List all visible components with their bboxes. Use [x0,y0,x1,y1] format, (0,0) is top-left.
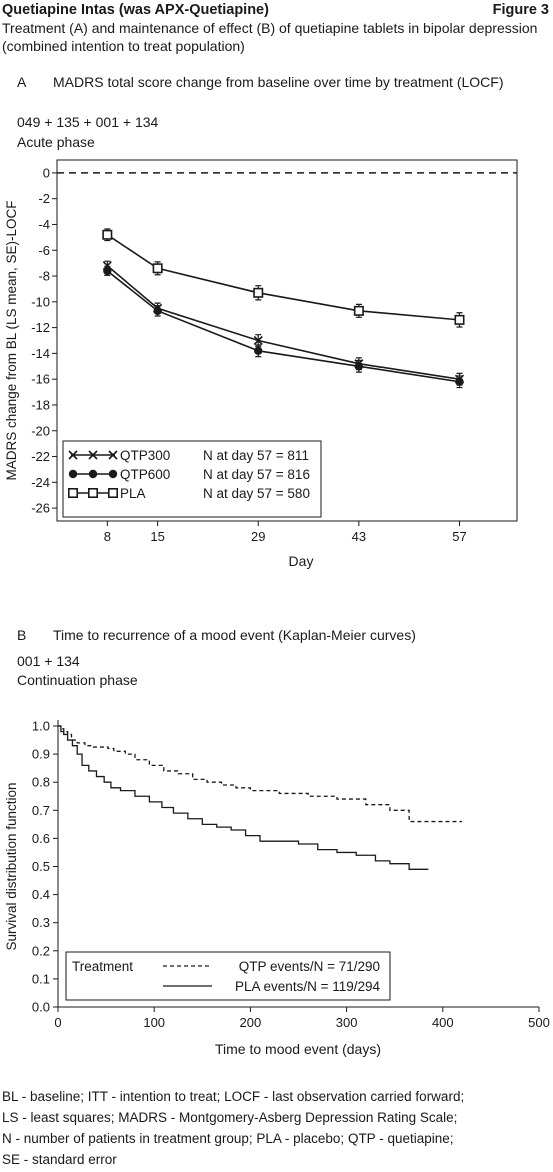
panel-a-studies: 049 + 135 + 001 + 134 [17,114,159,130]
y-tick-label: 0.4 [32,887,50,902]
y-tick-label: -12 [31,320,50,335]
y-tick-label: 0 [43,165,50,180]
legend-box [65,951,391,1001]
x-axis-label: Time to mood event (days) [215,1041,381,1057]
panel-a-heading: MADRS total score change from baseline o… [53,74,504,90]
legend-marker [108,469,118,479]
legend-label: QTP300 [120,448,170,463]
y-tick-label: -2 [38,191,50,206]
km-curve-pla [58,725,429,870]
data-point-pla [454,314,465,325]
legend-marker [88,450,98,460]
data-point-qtp600 [455,377,464,386]
panel-a-letter: A [17,74,27,90]
y-tick-label: 0.0 [32,1000,50,1015]
x-tick-label: 8 [104,529,111,544]
y-tick-label: 1.0 [32,719,50,734]
document-title: Quetiapine Intas (was APX-Quetiapine) [2,2,269,18]
legend-n-label: N at day 57 = 816 [203,467,310,482]
footnote-2: LS - least squares; MADRS - Montgomery-A… [2,1110,458,1125]
y-tick-label: -4 [38,217,50,232]
y-tick-label: 0.7 [32,803,50,818]
y-axis-label: MADRS change from BL (LS mean, SE)-LOCF [4,200,19,480]
figure-caption: Treatment (A) and maintenance of effect … [2,20,538,36]
footnote-3: N - number of patients in treatment grou… [2,1131,454,1146]
y-tick-label: -20 [31,423,50,438]
figure-caption-line2: (combined intention to treat population) [2,38,245,54]
legend-title: Treatment [72,959,133,974]
legend-label: PLA [120,486,146,501]
legend-n-label: N at day 57 = 580 [203,486,310,501]
y-tick-label: 0.6 [32,831,50,846]
x-tick-label: 0 [54,1015,61,1030]
y-tick-label: -8 [38,269,50,284]
y-tick-label: 0.9 [32,747,50,762]
x-tick-label: 43 [352,529,366,544]
x-tick-label: 300 [336,1015,358,1030]
legend-n-label: N at day 57 = 811 [203,448,309,463]
legend-label: QTP events/N = 71/290 [239,959,380,974]
y-tick-label: -18 [31,397,50,412]
legend-marker [108,450,118,460]
y-tick-label: -24 [31,475,50,490]
legend-marker [88,469,98,479]
legend-box [62,440,322,518]
footnote-1: BL - baseline; ITT - intention to treat;… [2,1089,465,1104]
x-tick-label: 29 [251,529,265,544]
x-tick-label: 200 [240,1015,262,1030]
data-point-qtp600 [254,346,263,356]
y-tick-label: 0.5 [32,859,50,874]
panel-b-phase: Continuation phase [17,672,138,688]
footnote-4: SE - standard error [2,1152,117,1167]
plot-frame [56,159,518,522]
y-tick-label: -22 [31,449,50,464]
data-point-pla [253,287,264,298]
data-point-qtp600 [103,266,112,276]
data-point-pla [152,263,163,274]
y-axis-label: Survival distribution function [4,782,19,950]
y-tick-label: 0.3 [32,915,50,930]
x-tick-label: 15 [150,529,164,544]
legend-marker [68,469,78,479]
data-point-qtp600 [354,362,364,371]
panel-b-studies: 001 + 134 [17,653,80,669]
legend-label: PLA events/N = 119/294 [235,979,380,994]
panel-b-heading: Time to recurrence of a mood event (Kapl… [53,627,416,643]
y-tick-label: -14 [31,346,50,361]
panel-b-letter: B [17,627,27,643]
y-tick-label: 0.8 [32,775,50,790]
x-tick-label: 57 [452,529,466,544]
data-point-qtp600 [153,306,162,316]
y-tick-label: -26 [31,501,50,516]
x-tick-label: 400 [432,1015,454,1030]
x-tick-label: 100 [143,1015,165,1030]
y-tick-label: 0.2 [32,943,50,958]
y-tick-label: -10 [31,294,50,309]
data-point-pla [353,305,364,316]
legend-label: QTP600 [120,467,170,482]
madrs-line-chart: 0 -2 -4 -6 -8 -10 -12 -14 -16 -18 -20 -22 -24 -26 8 15 2… [4,159,518,569]
y-tick-label: -6 [38,243,50,258]
legend-marker [68,450,78,460]
x-tick-label: 500 [528,1015,550,1030]
y-tick-label: 0.1 [32,971,50,986]
panel-a-phase: Acute phase [17,134,95,150]
figure-number: Figure 3 [492,2,549,18]
data-point-pla [102,229,113,240]
legend-marker [88,487,99,498]
km-curve-qtp [58,725,463,823]
legend-marker [68,487,79,498]
kaplan-meier-chart: 0.0 0.1 0.2 0.3 0.4 0.5 0.6 0.7 0.8 0.9 1.0 0 100 200… [4,719,550,1058]
legend-marker [108,487,119,498]
y-tick-label: -16 [31,372,50,387]
x-axis-label: Day [289,553,314,569]
data-point-qtp300 [253,335,263,346]
